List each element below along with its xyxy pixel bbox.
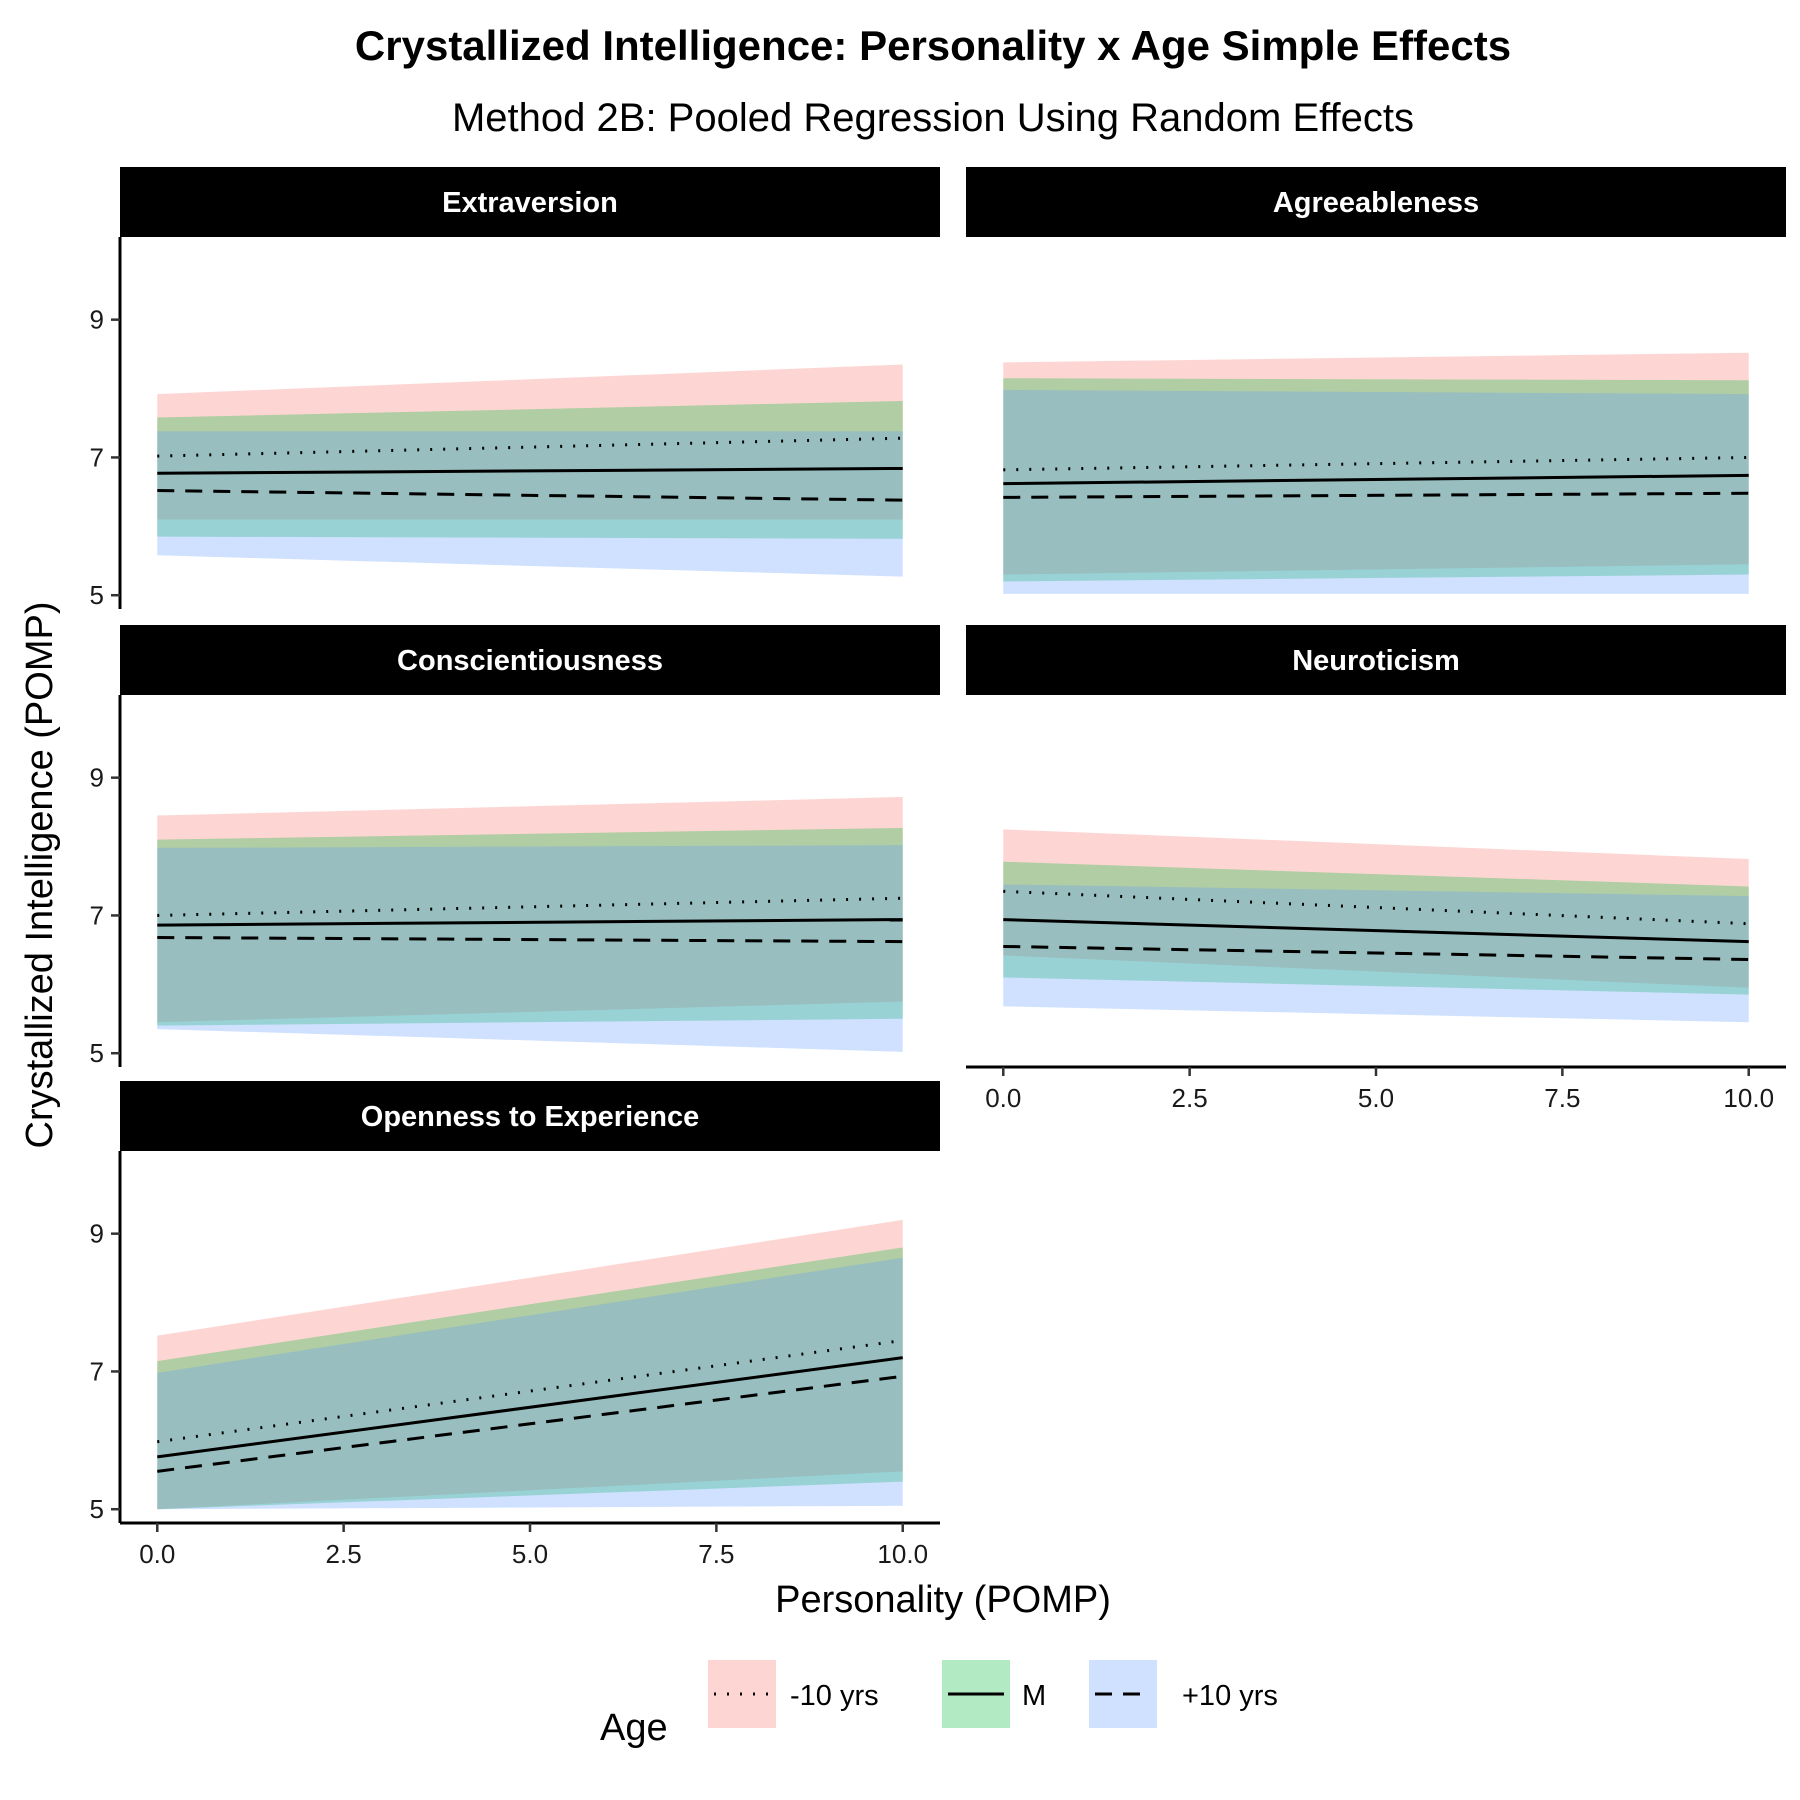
- ribbon-10-yrs: [157, 431, 903, 577]
- facet-strip: [966, 167, 1786, 237]
- panel-neuroticism: Neuroticism 0.0 2.5 5.0 7.5 10.0: [966, 625, 1786, 1113]
- chart-subtitle: Method 2B: Pooled Regression Using Rando…: [452, 96, 1414, 140]
- facet-strip: [120, 1081, 940, 1151]
- legend-item-10-yrs: +10 yrs: [1089, 1660, 1278, 1728]
- panel-extraversion: Extraversion 5 7 9: [90, 167, 940, 610]
- legend-label: M: [1022, 1680, 1046, 1712]
- x-tick-label: 5.0: [1358, 1083, 1394, 1113]
- x-tick-label: 5.0: [512, 1539, 548, 1569]
- panel-openness-to-experience: Openness to Experience 5 7 9 0.0 2.5 5.0 7.5 10.…: [90, 1081, 940, 1569]
- y-tick-label: 9: [90, 763, 104, 793]
- legend-label: +10 yrs: [1182, 1680, 1278, 1712]
- x-tick-label: 0.0: [139, 1539, 175, 1569]
- x-tick-label: 2.5: [1172, 1083, 1208, 1113]
- facet-panels: Extraversion 5 7 9 Agreeableness Conscientiou…: [90, 167, 1786, 1569]
- y-tick-label: 5: [90, 580, 104, 610]
- line-10-yrs: [157, 935, 903, 944]
- x-tick-label: 7.5: [698, 1539, 734, 1569]
- line-m: [157, 918, 903, 927]
- legend-title: Age: [600, 1707, 668, 1749]
- line-m: [157, 466, 903, 475]
- facet-strip-label: Agreeableness: [1273, 187, 1479, 219]
- line-m: [157, 1356, 903, 1459]
- line-10-yrs: [157, 489, 903, 502]
- line-m: [1003, 473, 1749, 486]
- facet-strip-label: Neuroticism: [1292, 645, 1460, 677]
- x-axis-title: Personality (POMP): [775, 1579, 1111, 1621]
- ribbon-10-yrs: [1003, 389, 1749, 594]
- facet-strip: [120, 625, 940, 695]
- x-tick-label: 10.0: [1723, 1083, 1774, 1113]
- ribbon-10-yrs: [157, 1219, 903, 1510]
- chart-title: Crystallized Intelligence: Personality x…: [355, 22, 1511, 69]
- facet-strip: [966, 625, 1786, 695]
- facet-strip-label: Openness to Experience: [361, 1101, 699, 1133]
- ribbon-10-yrs: [157, 1257, 903, 1510]
- ribbon-10-yrs: [157, 796, 903, 1023]
- y-tick-label: 7: [90, 900, 104, 930]
- panel-agreeableness: Agreeableness: [966, 167, 1786, 594]
- ribbon-10-yrs: [1003, 352, 1749, 575]
- x-tick-label: 2.5: [326, 1539, 362, 1569]
- x-tick-label: 7.5: [1544, 1083, 1580, 1113]
- y-tick-label: 9: [90, 1219, 104, 1249]
- legend: Age -10 yrs M +10 yrs: [600, 1660, 1278, 1749]
- x-tick-label: 10.0: [877, 1539, 928, 1569]
- ribbon-m: [157, 827, 903, 1026]
- y-tick-label: 9: [90, 305, 104, 335]
- facet-strip-label: Conscientiousness: [397, 645, 663, 677]
- y-tick-label: 5: [90, 1038, 104, 1068]
- y-tick-label: 5: [90, 1494, 104, 1524]
- line-10-yrs: [157, 1374, 903, 1473]
- ribbon-m: [1003, 861, 1749, 995]
- facet-strip-label: Extraversion: [442, 187, 618, 219]
- ribbon-10-yrs: [157, 845, 903, 1052]
- ribbon-10-yrs: [1003, 829, 1749, 988]
- legend-item-mean: M: [942, 1660, 1046, 1728]
- line-10-yrs: [1003, 944, 1749, 962]
- facet-strip: [120, 167, 940, 237]
- ribbon-10-yrs: [157, 364, 903, 520]
- legend-label: -10 yrs: [790, 1680, 879, 1712]
- y-tick-label: 7: [90, 1356, 104, 1386]
- y-axis-title: Crystallized Intelligence (POMP): [19, 602, 61, 1149]
- ribbon-m: [157, 1247, 903, 1510]
- line-10-yrs: [1003, 491, 1749, 499]
- panel-conscientiousness: Conscientiousness 5 7 9: [90, 625, 940, 1068]
- legend-item-10-yrs: -10 yrs: [708, 1660, 879, 1728]
- line-m: [1003, 918, 1749, 944]
- y-tick-label: 7: [90, 442, 104, 472]
- x-tick-label: 0.0: [985, 1083, 1021, 1113]
